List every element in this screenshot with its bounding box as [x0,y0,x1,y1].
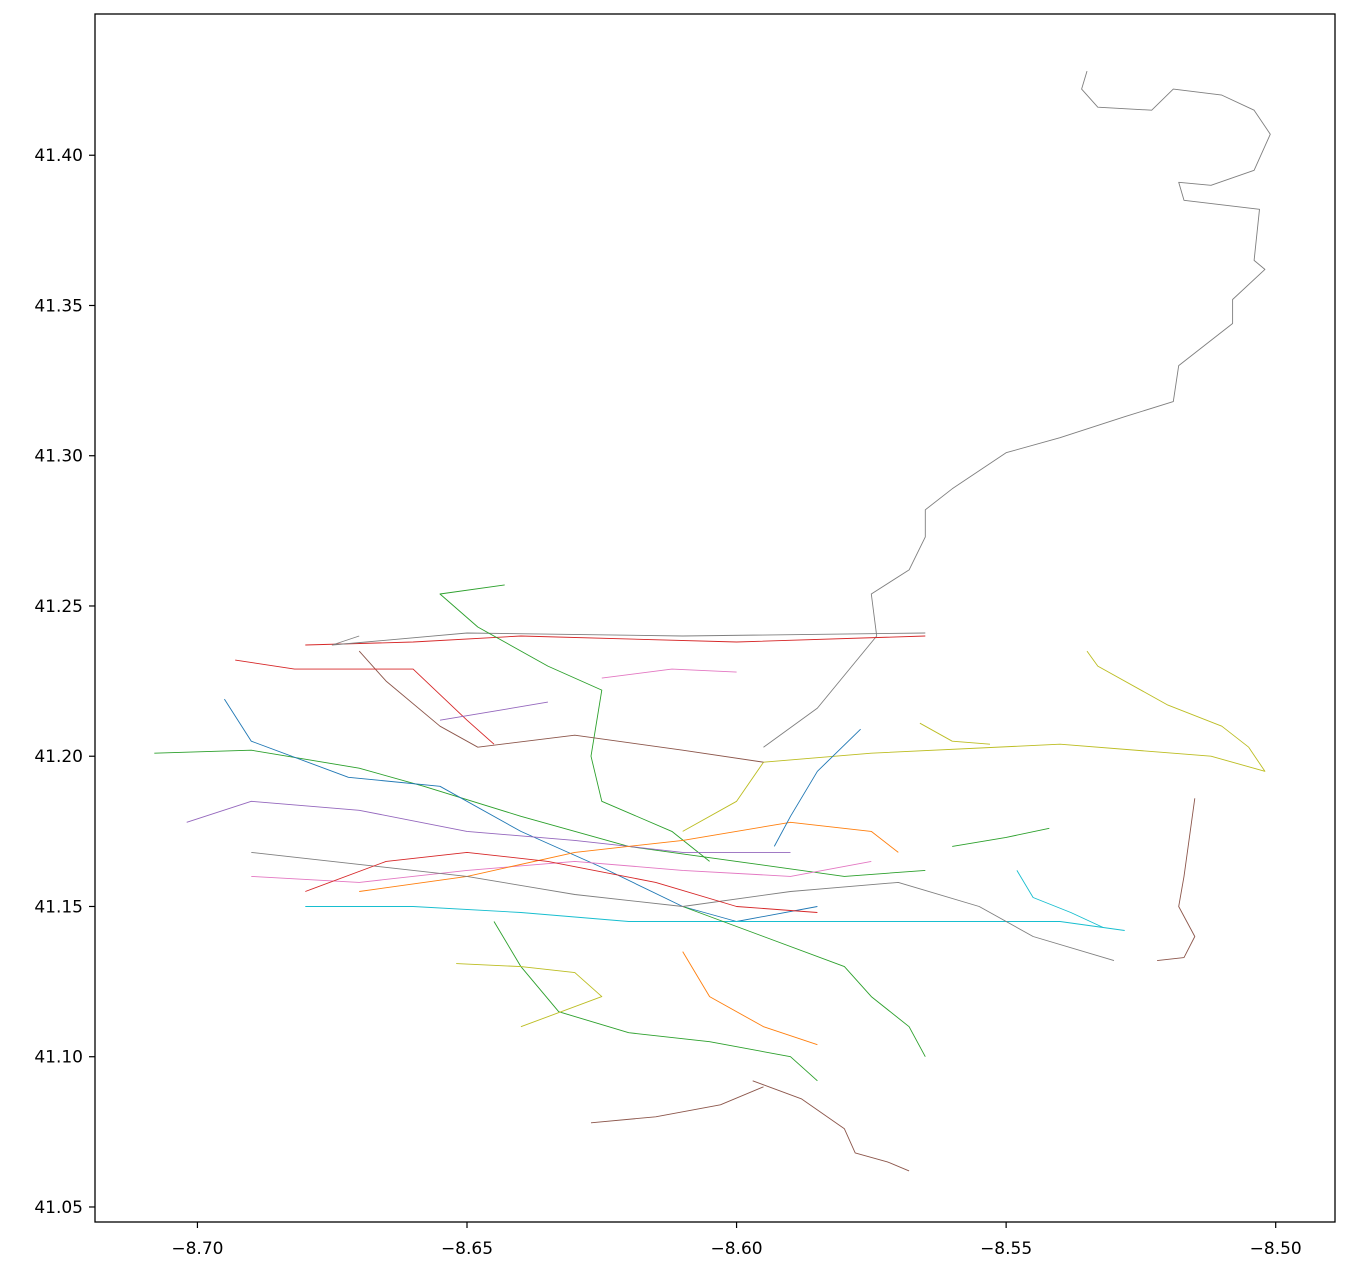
x-axis: −8.70 −8.65 −8.60 −8.55 −8.50 [171,1222,1302,1259]
x-tick-label-3: −8.55 [980,1239,1032,1259]
trajectory-line-27 [682,951,818,1046]
trajectory-line-9 [235,659,495,745]
trajectory-line-4 [331,632,926,646]
y-tick-label-3: 41.20 [34,747,83,767]
trajectory-line-20 [305,851,818,913]
y-tick-label-7: 41.40 [34,146,83,166]
trajectory-line-7 [154,749,926,877]
y-tick-label-5: 41.30 [34,447,83,467]
trajectory-line-21 [773,728,861,847]
trajectory-line-3 [305,635,926,646]
trajectory-line-10 [186,800,791,853]
trajectory-line-13 [359,821,899,892]
axes-frame [94,13,1336,1223]
y-tick-label-0: 41.05 [34,1198,83,1218]
trajectory-line-8 [224,698,818,922]
trajectory-line-5 [439,584,710,862]
trajectory-line-24 [439,701,548,721]
x-tick-label-4: −8.50 [1250,1239,1302,1259]
x-tick-label-1: −8.65 [441,1239,493,1259]
y-tick-label-1: 41.10 [34,1048,83,1068]
trajectory-line-22 [1016,870,1104,928]
trajectory-line-0 [763,70,1271,748]
trajectory-line-17 [456,963,603,1028]
trajectory-line-14 [493,921,818,1082]
trajectory-line-16 [590,1086,764,1124]
x-tick-label-2: −8.60 [711,1239,763,1259]
trajectory-line-6 [358,650,764,763]
y-tick-label-4: 41.25 [34,597,83,617]
y-tick-label-2: 41.15 [34,897,83,917]
trajectory-line-1 [1157,798,1196,962]
trajectory-line-12 [305,906,1125,931]
trajectory-line-25 [601,668,737,679]
trajectory-line-26 [952,827,1050,847]
y-axis: 41.05 41.10 41.15 41.20 41.25 41.30 41.35 41.40 [34,146,95,1218]
trajectory-line-19 [251,851,1115,962]
x-tick-label-0: −8.70 [171,1239,223,1259]
trajectory-line-15 [752,1080,910,1172]
y-tick-label-6: 41.35 [34,296,83,316]
trajectory-line-11 [251,860,872,883]
trajectory-line-2 [682,650,1266,832]
trajectory-line-23 [919,722,991,745]
trajectory-series-group [154,70,1271,1172]
trajectory-line-18 [682,906,926,1057]
